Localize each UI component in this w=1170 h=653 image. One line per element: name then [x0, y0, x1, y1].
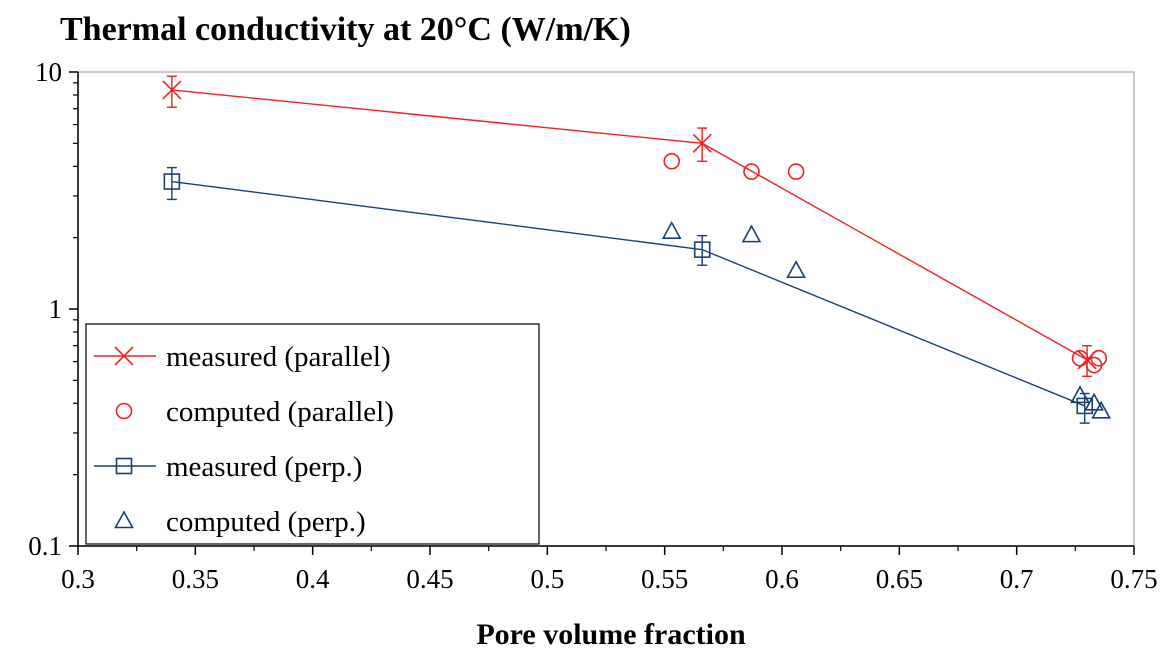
- data-point: [1071, 349, 1089, 367]
- legend-label: computed (perp.): [166, 506, 366, 538]
- y-tick-label: 10: [35, 57, 62, 87]
- data-point: [663, 152, 681, 170]
- x-axis-label: Pore volume fraction: [476, 618, 746, 651]
- legend-entry-3: computed (perp.): [114, 506, 366, 538]
- x-tick-label: 0.7: [1000, 564, 1034, 594]
- error-bar: [166, 75, 177, 108]
- series-2: [163, 166, 1094, 424]
- x-tick-label: 0.6: [765, 564, 799, 594]
- data-point: [743, 163, 760, 180]
- series-line: [171, 89, 1088, 361]
- x-tick-label: 0.5: [530, 564, 564, 594]
- legend-entry-0: measured (parallel): [94, 341, 391, 373]
- series-0: [162, 75, 1097, 378]
- legend-box: [85, 323, 540, 545]
- x-tick-label: 0.45: [406, 564, 453, 594]
- legend-marker: [115, 457, 133, 475]
- series-layer: [162, 75, 1111, 424]
- error-bar: [697, 127, 708, 162]
- x-tick-label: 0.4: [296, 564, 330, 594]
- data-point: [692, 133, 712, 153]
- data-point: [1084, 392, 1104, 411]
- x-tick-label: 0.35: [172, 564, 219, 594]
- legend: measured (parallel) computed (parallel) me…: [85, 323, 540, 545]
- error-bar: [697, 234, 708, 266]
- series-3: [661, 220, 1111, 419]
- data-point: [693, 241, 711, 258]
- x-axis-ticks: 0.3 0.35 0.4 0.45 0.5 0.55 0.6 0.65 0.7 0.75: [61, 546, 1158, 594]
- legend-entry-2: measured (perp.): [94, 451, 362, 483]
- data-point: [661, 220, 682, 239]
- data-point: [163, 173, 181, 190]
- data-point: [741, 224, 762, 243]
- y-axis-ticks: 0.1 1 10: [28, 57, 78, 561]
- legend-label: measured (perp.): [166, 451, 362, 483]
- y-tick-label: 1: [49, 294, 63, 324]
- legend-marker: [115, 402, 133, 420]
- data-point: [1076, 397, 1094, 415]
- data-point: [1091, 400, 1111, 419]
- x-tick-label: 0.75: [1110, 564, 1157, 594]
- data-point: [1070, 385, 1090, 404]
- x-tick-label: 0.55: [641, 564, 688, 594]
- data-point: [162, 80, 182, 100]
- legend-entry-1: computed (parallel): [115, 396, 394, 428]
- y-tick-label: 0.1: [28, 531, 62, 561]
- data-point: [1090, 349, 1108, 367]
- legend-label: measured (parallel): [166, 341, 391, 373]
- error-bar: [166, 166, 177, 201]
- legend-marker: [114, 346, 134, 366]
- data-point: [786, 260, 806, 279]
- legend-marker: [114, 510, 134, 529]
- chart-title: Thermal conductivity at 20°C (W/m/K): [60, 11, 631, 48]
- series-1: [663, 152, 1108, 374]
- x-tick-label: 0.3: [61, 564, 95, 594]
- x-tick-label: 0.65: [876, 564, 923, 594]
- legend-label: computed (parallel): [166, 396, 394, 428]
- data-point: [787, 163, 805, 180]
